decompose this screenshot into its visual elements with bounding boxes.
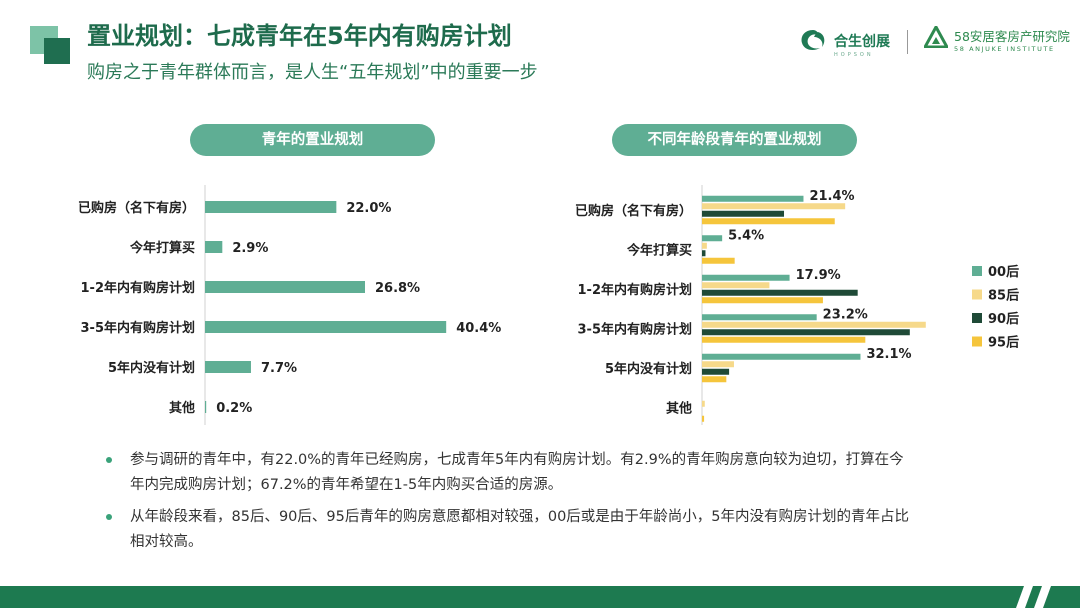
chart1-bar bbox=[205, 201, 337, 213]
chart2-annotation: 21.4% bbox=[809, 189, 854, 204]
footer-bar bbox=[0, 586, 1080, 608]
chart2-svg: 已购房（名下有房） 今年打算买 1-2年内有购房计划 3-5年内有购房计划 5年内没有计… bbox=[575, 185, 1019, 425]
chart2-legend-label: 90后 bbox=[988, 311, 1019, 327]
chart2-annotation: 23.2% bbox=[823, 308, 868, 323]
chart2-bar-90后 bbox=[702, 329, 910, 336]
bullet-1-line1: 参与调研的青年中，有22.0%的青年已经购房，七成青年5年内有购房计划。有2.9… bbox=[130, 452, 904, 468]
chart2-category-label: 5年内没有计划 bbox=[605, 361, 692, 377]
hopson-sub: HOPSON bbox=[834, 52, 874, 58]
chart1-bar bbox=[205, 241, 223, 253]
chart2-bar-95后 bbox=[702, 257, 735, 264]
logo-divider bbox=[907, 30, 908, 54]
chart2-bar-00后 bbox=[702, 314, 817, 321]
chart1-value-label: 0.2% bbox=[216, 401, 252, 416]
chart1-category-label: 今年打算买 bbox=[129, 240, 195, 256]
chart2-bar-90后 bbox=[702, 250, 706, 257]
chart1-category-label: 1-2年内有购房计划 bbox=[81, 280, 196, 296]
chart1-title-pill: 青年的置业规划 bbox=[190, 124, 435, 156]
chart2-bar-95后 bbox=[702, 218, 835, 225]
chart1-svg: 已购房（名下有房） 22.0% 今年打算买 2.9% 1-2年内有购房计划 26.8% 3-… bbox=[78, 185, 501, 425]
chart2-title-pill: 不同年龄段青年的置业规划 bbox=[612, 124, 857, 156]
chart2-annotation: 5.4% bbox=[728, 229, 764, 244]
chart2-bar-90后 bbox=[702, 210, 785, 217]
bullet-dot-1 bbox=[106, 457, 112, 463]
bullet-1-line2: 年内完成购房计划；67.2%的青年希望在1-5年内购买合适的房源。 bbox=[130, 477, 563, 493]
chart1-value-label: 26.8% bbox=[375, 281, 420, 296]
bullet-1: 参与调研的青年中，有22.0%的青年已经购房，七成青年5年内有购房计划。有2.9… bbox=[130, 448, 904, 498]
chart2-category-label: 今年打算买 bbox=[626, 243, 692, 259]
chart2-legend-label: 85后 bbox=[988, 288, 1019, 304]
chart2-bar-85后 bbox=[702, 400, 705, 407]
chart2-bar-90后 bbox=[702, 368, 730, 375]
chart1-category-label: 5年内没有计划 bbox=[108, 360, 195, 376]
chart1-value-label: 7.7% bbox=[261, 361, 297, 376]
page-title: 置业规划：七成青年在5年内有购房计划 bbox=[87, 22, 512, 50]
hopson-name: 合生创展 bbox=[834, 34, 890, 50]
chart2-bar-95后 bbox=[702, 297, 823, 304]
title-decoration-front bbox=[44, 38, 70, 64]
chart2-legend-swatch bbox=[972, 336, 982, 347]
chart2-bar-00后 bbox=[702, 353, 861, 360]
chart1-bar bbox=[205, 321, 447, 333]
chart2-category-label: 已购房（名下有房） bbox=[575, 203, 692, 219]
chart2-bar-85后 bbox=[702, 282, 770, 289]
bullet-2-line2: 相对较高。 bbox=[130, 534, 203, 550]
chart2-legend-label: 00后 bbox=[988, 264, 1019, 280]
chart2-legend-swatch bbox=[972, 289, 982, 300]
anjuke-triangle-icon bbox=[924, 26, 948, 48]
chart1-category-label: 已购房（名下有房） bbox=[78, 200, 195, 216]
anjuke-name: 58安居客房产研究院 bbox=[954, 29, 1070, 44]
chart1-bar bbox=[205, 361, 251, 373]
chart2-bar-85后 bbox=[702, 361, 734, 368]
chart2-bar-00后 bbox=[702, 195, 804, 202]
chart2-bar-00后 bbox=[702, 274, 790, 281]
page-subtitle: 购房之于青年群体而言，是人生“五年规划”中的重要一步 bbox=[87, 62, 538, 83]
chart1-bar bbox=[205, 281, 365, 293]
chart2-legend-swatch bbox=[972, 313, 982, 323]
chart2-category-label: 其他 bbox=[666, 401, 692, 417]
chart2-annotation: 32.1% bbox=[866, 347, 911, 362]
bullet-2: 从年龄段来看，85后、90后、95后青年的购房意愿都相对较强，00后或是由于年龄… bbox=[130, 505, 909, 555]
hopson-emblem-icon bbox=[801, 30, 825, 51]
anjuke-sub: 58 ANJUKE INSTITUTE bbox=[954, 45, 1055, 53]
chart1-value-label: 40.4% bbox=[456, 321, 501, 336]
chart2-bar-90后 bbox=[702, 289, 858, 296]
chart2-category-label: 3-5年内有购房计划 bbox=[578, 322, 693, 338]
chart2-bar-85后 bbox=[702, 203, 846, 210]
chart2-legend-swatch bbox=[972, 266, 982, 276]
bullet-2-line1: 从年龄段来看，85后、90后、95后青年的购房意愿都相对较强，00后或是由于年龄… bbox=[130, 509, 910, 525]
chart2-bar-85后 bbox=[702, 242, 707, 249]
chart2-bar-85后 bbox=[702, 321, 926, 328]
chart1-value-label: 2.9% bbox=[232, 241, 268, 256]
chart2-bar-00后 bbox=[702, 235, 723, 242]
chart2-bar-95后 bbox=[702, 336, 866, 343]
chart2-bar-95后 bbox=[702, 376, 727, 383]
bullet-dot-2 bbox=[106, 514, 112, 520]
chart2-legend-label: 95后 bbox=[988, 335, 1019, 351]
chart1-category-label: 3-5年内有购房计划 bbox=[81, 320, 196, 336]
anjuke-logo: 58安居客房产研究院 58 ANJUKE INSTITUTE bbox=[924, 26, 1070, 53]
chart2-bar-95后 bbox=[702, 415, 705, 422]
chart1-bar bbox=[205, 401, 207, 413]
chart2-annotation: 17.9% bbox=[796, 268, 841, 283]
chart2-category-label: 1-2年内有购房计划 bbox=[578, 282, 693, 298]
chart1-value-label: 22.0% bbox=[346, 201, 391, 216]
chart1-category-label: 其他 bbox=[169, 400, 195, 416]
hopson-logo: 合生创展 HOPSON bbox=[798, 26, 890, 58]
